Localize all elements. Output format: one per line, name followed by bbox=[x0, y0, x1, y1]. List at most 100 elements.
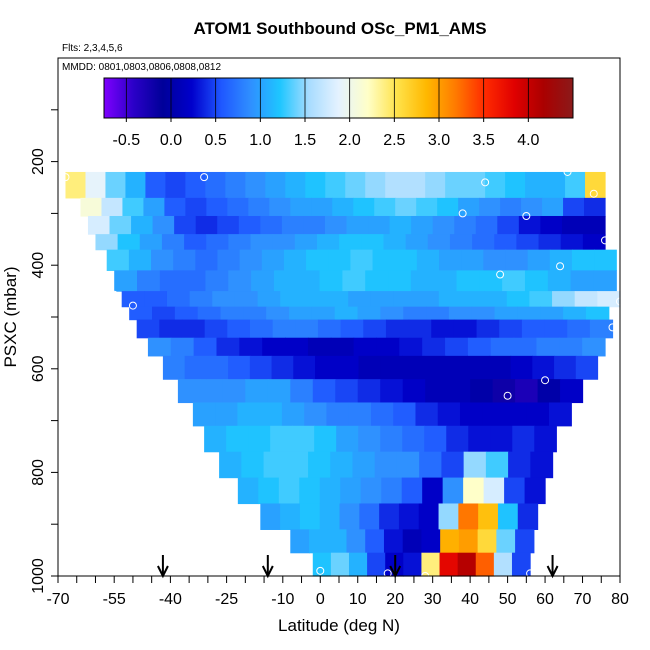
data-cell bbox=[524, 477, 546, 505]
data-cell bbox=[197, 306, 222, 321]
data-cell bbox=[345, 171, 366, 199]
y-tick-label: 600 bbox=[30, 355, 47, 382]
data-cell bbox=[280, 503, 301, 530]
x-tick-label: 60 bbox=[536, 591, 554, 608]
data-cell bbox=[270, 425, 293, 453]
data-cell bbox=[383, 529, 404, 554]
data-cell bbox=[570, 270, 595, 292]
x-tick-label: 40 bbox=[461, 591, 479, 608]
data-cell bbox=[416, 249, 440, 271]
data-cell bbox=[192, 402, 216, 427]
data-cell bbox=[559, 337, 583, 357]
data-cell bbox=[206, 355, 229, 380]
data-cell bbox=[346, 529, 366, 554]
data-cell bbox=[449, 234, 473, 251]
data-cell bbox=[395, 197, 417, 217]
data-cell bbox=[497, 503, 519, 530]
data-cell bbox=[585, 306, 610, 321]
data-cell bbox=[139, 234, 163, 251]
data-cell bbox=[137, 270, 161, 292]
data-cell bbox=[425, 379, 449, 404]
data-cell bbox=[328, 249, 352, 271]
x-tick-label: 20 bbox=[386, 591, 404, 608]
data-cell bbox=[128, 249, 152, 271]
data-cell bbox=[258, 477, 280, 505]
data-cell bbox=[374, 451, 398, 479]
data-cell bbox=[398, 503, 420, 530]
data-cell bbox=[327, 529, 348, 554]
data-cell bbox=[272, 319, 296, 339]
data-cell bbox=[376, 337, 400, 357]
data-cell bbox=[410, 270, 435, 292]
colorbar-tick-label: 3.0 bbox=[428, 132, 450, 149]
sample-circle bbox=[200, 173, 209, 182]
data-cell bbox=[87, 215, 111, 235]
data-cell bbox=[222, 379, 246, 404]
data-cell bbox=[285, 337, 309, 357]
data-cell bbox=[408, 319, 432, 339]
data-cell bbox=[360, 477, 382, 505]
y-tick-label: 1000 bbox=[30, 558, 47, 594]
data-cell bbox=[227, 197, 249, 217]
data-cell bbox=[554, 355, 577, 380]
x-tick-label: -55 bbox=[103, 591, 126, 608]
data-cell bbox=[121, 291, 145, 308]
y-tick-label: 800 bbox=[30, 459, 47, 486]
data-cell bbox=[251, 270, 275, 292]
data-cell bbox=[243, 306, 267, 321]
x-tick-label: -40 bbox=[159, 591, 182, 608]
data-cell bbox=[164, 197, 186, 217]
data-cell bbox=[511, 552, 531, 577]
data-cell bbox=[585, 171, 606, 199]
data-cell bbox=[583, 215, 606, 235]
data-cell bbox=[319, 477, 341, 505]
data-cell bbox=[374, 197, 396, 217]
sample-circle bbox=[601, 236, 610, 245]
data-cell bbox=[476, 319, 500, 339]
data-cell bbox=[330, 552, 350, 577]
data-cell bbox=[502, 270, 526, 292]
data-cell bbox=[269, 197, 291, 217]
data-cell bbox=[294, 234, 318, 251]
flights-note: Flts: 2,3,4,5,6 bbox=[62, 43, 123, 54]
data-cell bbox=[537, 379, 561, 404]
data-cell bbox=[365, 270, 389, 292]
data-cell bbox=[463, 477, 485, 505]
data-cell bbox=[106, 249, 130, 271]
data-cell bbox=[380, 425, 403, 453]
data-cell bbox=[248, 197, 270, 217]
data-cell bbox=[485, 171, 506, 199]
data-cell bbox=[536, 337, 560, 357]
data-cell bbox=[458, 503, 479, 530]
data-cell bbox=[393, 291, 417, 308]
data-cell bbox=[448, 306, 473, 321]
data-cell bbox=[367, 552, 386, 577]
sample-circle bbox=[496, 270, 505, 279]
data-cell bbox=[422, 337, 446, 357]
data-cell bbox=[472, 234, 495, 251]
data-cell bbox=[147, 337, 172, 357]
data-cell bbox=[306, 249, 329, 271]
data-cell bbox=[411, 215, 434, 235]
colorbar-tick-label: 4.0 bbox=[517, 132, 539, 149]
data-cell bbox=[488, 355, 512, 380]
y-tick-label: 400 bbox=[30, 252, 47, 279]
data-cell bbox=[545, 171, 566, 199]
data-cell bbox=[342, 270, 366, 292]
data-cell bbox=[440, 529, 460, 554]
data-cell bbox=[465, 171, 486, 199]
data-cell bbox=[402, 425, 425, 453]
data-cell bbox=[475, 552, 495, 577]
data-cell bbox=[317, 234, 340, 251]
data-cell bbox=[245, 379, 269, 404]
data-cell bbox=[184, 355, 207, 380]
x-tick-label: 30 bbox=[424, 591, 442, 608]
data-cell bbox=[483, 249, 507, 271]
data-cell bbox=[122, 197, 145, 217]
data-cell bbox=[200, 379, 224, 404]
data-cell bbox=[423, 355, 447, 380]
data-cell bbox=[492, 379, 516, 404]
data-cell bbox=[416, 291, 440, 308]
data-cell bbox=[65, 171, 87, 199]
data-cell bbox=[228, 270, 252, 292]
